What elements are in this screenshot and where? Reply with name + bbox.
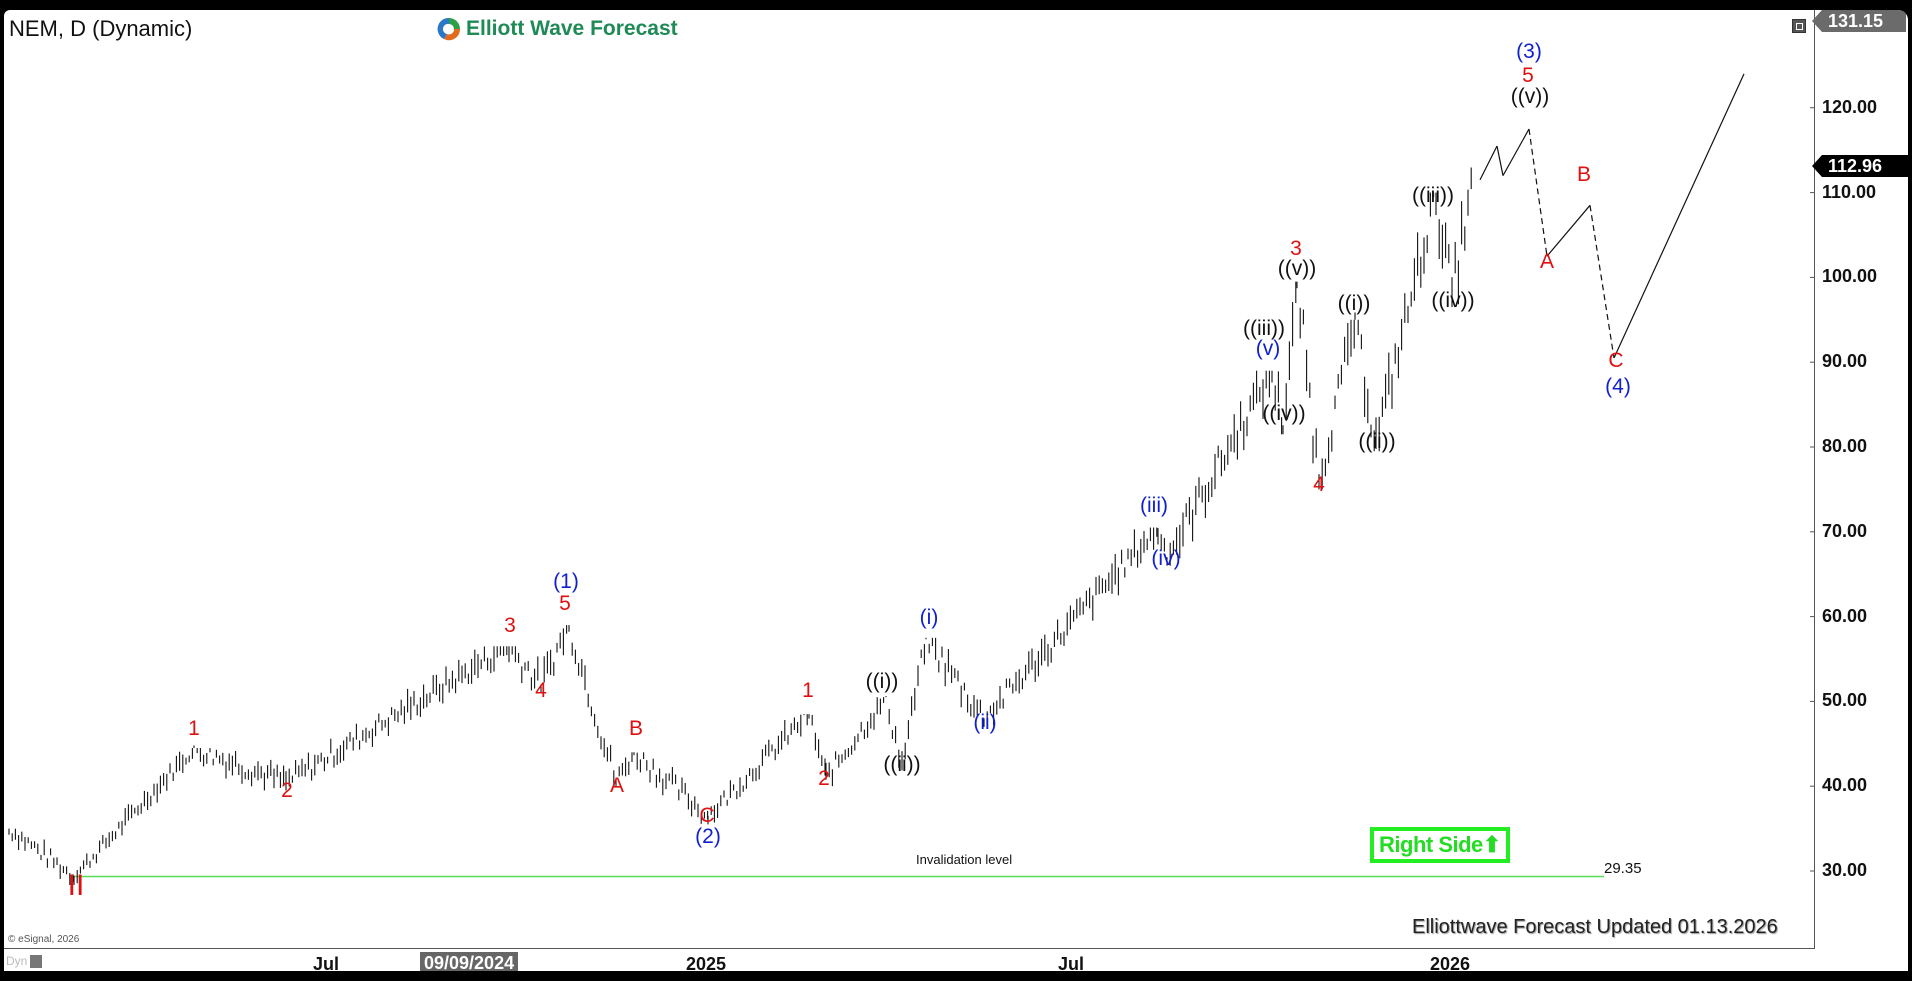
- wave-label: 5: [559, 592, 571, 615]
- wave-label: ((v)): [1510, 85, 1550, 108]
- y-tick: 110.00: [1822, 181, 1877, 202]
- wave-label: 4: [535, 679, 547, 702]
- wave-label: 3: [504, 614, 516, 637]
- copyright: © eSignal, 2026: [8, 934, 80, 945]
- right-side-badge: Right Side⬆: [1370, 827, 1510, 863]
- wave-label: A: [609, 774, 625, 797]
- high-price-tag: 131.15: [1812, 10, 1906, 32]
- y-tick: 100.00: [1822, 266, 1878, 287]
- brand-name: Elliott Wave Forecast: [466, 17, 678, 40]
- wave-label: 2: [818, 767, 830, 790]
- wave-label: 2: [281, 779, 293, 802]
- wave-label: B: [628, 717, 644, 740]
- wave-label: ((i)): [1337, 292, 1371, 315]
- wave-label: ((iv)): [1262, 402, 1306, 425]
- chart-window: NEM, D (Dynamic) Elliott Wave Forecast 3…: [4, 10, 1908, 971]
- projection-segment: [1496, 145, 1504, 176]
- wave-label: C: [1608, 349, 1624, 372]
- wave-label: A: [1539, 250, 1555, 273]
- plot-area[interactable]: [4, 10, 1815, 949]
- projection-segment: [1479, 145, 1498, 181]
- symbol-title: NEM, D (Dynamic): [9, 16, 193, 41]
- y-tick: 90.00: [1822, 351, 1868, 372]
- wave-label: 1: [188, 717, 200, 740]
- wave-label: ((ii)): [883, 753, 921, 776]
- projection-segment: [1613, 73, 1745, 359]
- wave-label: (iii): [1140, 494, 1168, 517]
- projection-segment: [1546, 204, 1591, 257]
- wave-label: (i): [919, 606, 939, 629]
- wave-label: 4: [1313, 473, 1325, 496]
- x-tick-2026: 2026: [1430, 954, 1471, 971]
- right-side-label: Right Side: [1379, 832, 1483, 857]
- wave-label: II: [67, 869, 85, 902]
- updated-text: Elliottwave Forecast Updated 01.13.2026: [1412, 916, 1778, 938]
- wave-label: (1): [553, 570, 579, 593]
- price-chart: [8, 73, 1814, 885]
- wave-label: ((i)): [865, 670, 899, 693]
- x-tick-jul-2025: Jul: [1058, 954, 1085, 971]
- wave-label: ((iii)): [1412, 184, 1454, 207]
- wave-label: 3: [1290, 237, 1302, 260]
- wave-label: (v): [1255, 337, 1281, 360]
- wave-label: ((iii)): [1243, 317, 1285, 340]
- y-tick: 60.00: [1822, 605, 1868, 626]
- projection-segment: [1589, 205, 1615, 359]
- brand-swirl-icon: [437, 17, 461, 41]
- invalidation-value: 29.35: [1604, 860, 1642, 877]
- wave-label: 5: [1522, 64, 1534, 87]
- wave-label: B: [1576, 163, 1592, 186]
- brand-logo: Elliott Wave Forecast: [436, 16, 678, 42]
- projection-segment: [1528, 128, 1548, 257]
- y-tick: 50.00: [1822, 690, 1868, 711]
- y-tick: 120.00: [1822, 96, 1878, 117]
- wave-label: C: [699, 804, 715, 827]
- wave-label: (ii): [973, 711, 997, 734]
- y-tick: 30.00: [1822, 860, 1868, 880]
- dynamic-toggle[interactable]: Dyn: [6, 954, 43, 969]
- x-tick-2025: 2025: [686, 954, 727, 971]
- x-cursor-date: 09/09/2024: [420, 952, 519, 971]
- y-tick: 70.00: [1822, 520, 1868, 541]
- last-price-tag: 112.96: [1812, 155, 1908, 177]
- x-tick-jul-2024: Jul: [313, 954, 340, 971]
- arrow-up-icon: ⬆: [1482, 832, 1501, 857]
- wave-label: ((v)): [1277, 257, 1317, 280]
- y-tick: 40.00: [1822, 775, 1868, 796]
- wave-label: ((iv)): [1431, 289, 1475, 312]
- dyn-label: Dyn: [6, 954, 28, 968]
- wave-label: ((ii)): [1358, 430, 1396, 453]
- wave-label: (2): [695, 825, 721, 848]
- wave-label: 1: [802, 679, 814, 702]
- wave-label: (4): [1605, 375, 1631, 398]
- window-restore-icon[interactable]: [1792, 19, 1806, 33]
- y-tick: 80.00: [1822, 436, 1868, 456]
- projection-segment: [1502, 128, 1530, 176]
- wave-label: (iv): [1151, 547, 1181, 570]
- lock-icon[interactable]: [30, 955, 43, 969]
- wave-label: (3): [1516, 40, 1542, 63]
- invalidation-label: Invalidation level: [916, 852, 1013, 867]
